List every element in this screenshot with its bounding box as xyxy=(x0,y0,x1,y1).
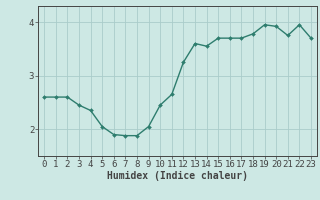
X-axis label: Humidex (Indice chaleur): Humidex (Indice chaleur) xyxy=(107,171,248,181)
